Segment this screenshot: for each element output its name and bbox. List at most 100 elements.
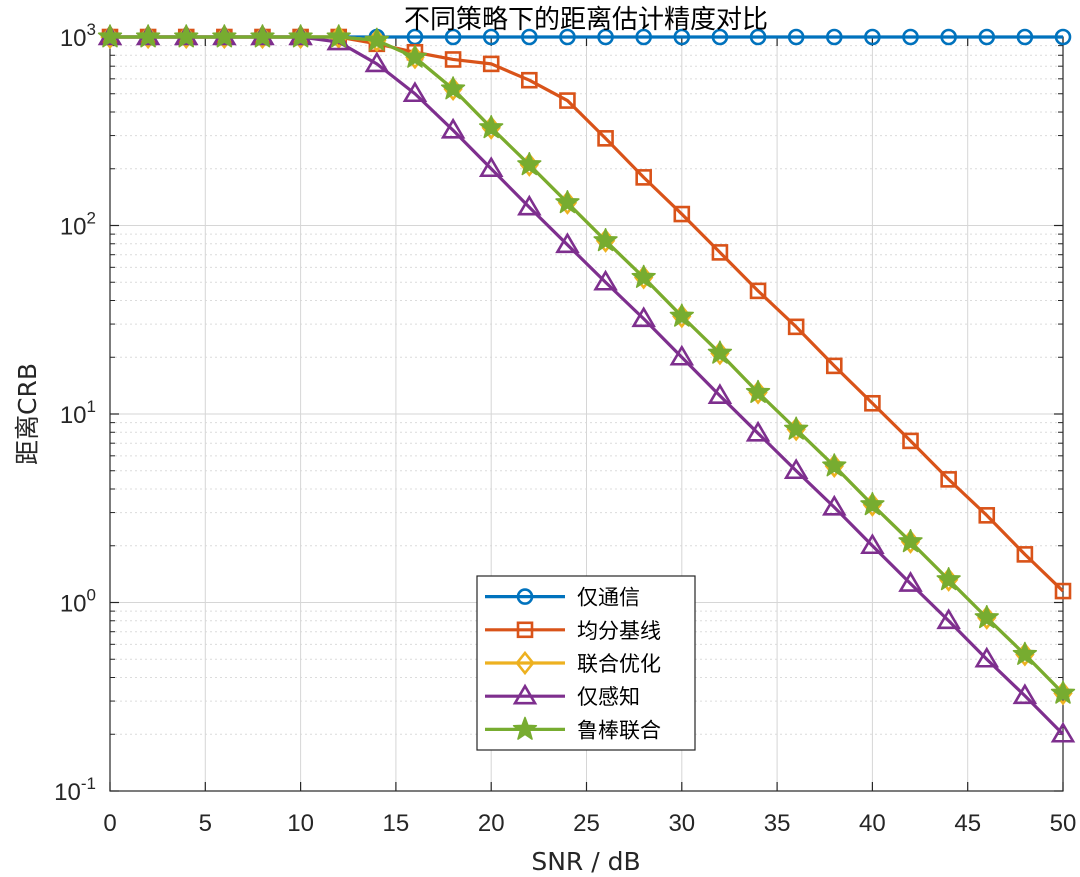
data-point <box>1050 680 1076 704</box>
data-point <box>902 432 919 450</box>
data-point <box>749 282 767 300</box>
data-point <box>174 24 199 48</box>
data-point <box>521 71 538 89</box>
legend-marker <box>516 588 534 605</box>
data-point <box>555 232 580 254</box>
data-point <box>745 379 771 403</box>
data-point <box>707 383 733 405</box>
x-tick-label: 5 <box>199 810 212 837</box>
data-point <box>597 28 614 46</box>
legend-entry: 仅通信 <box>485 586 640 610</box>
y-tick-label: 100 <box>60 586 96 618</box>
legend-label: 鲁棒联合 <box>577 718 661 742</box>
data-point <box>635 169 652 186</box>
data-point <box>707 340 733 364</box>
data-point <box>631 306 656 328</box>
x-tick-label: 45 <box>954 810 981 837</box>
data-point <box>402 81 428 103</box>
legend-entry: 联合优化 <box>485 650 661 676</box>
data-point <box>1050 721 1076 743</box>
data-point <box>978 507 996 524</box>
x-tick-label: 50 <box>1050 810 1077 837</box>
data-point <box>822 453 847 477</box>
series-group <box>97 24 1076 743</box>
data-point <box>521 28 538 46</box>
data-point <box>974 605 999 629</box>
x-axis-label: SNR / dB <box>531 847 640 876</box>
data-point <box>783 458 809 480</box>
data-point <box>822 494 847 516</box>
data-point <box>517 152 542 176</box>
data-point <box>635 28 652 46</box>
x-tick-label: 40 <box>859 810 886 837</box>
data-point <box>825 28 843 46</box>
data-point <box>673 205 691 223</box>
data-point <box>1054 28 1072 46</box>
axis-ticks <box>109 36 1064 792</box>
y-axis-label: 距离CRB <box>13 363 42 465</box>
x-tick-label: 15 <box>383 810 410 837</box>
data-point <box>212 24 237 48</box>
data-point <box>1016 28 1034 46</box>
x-tick-label: 10 <box>287 810 314 837</box>
data-point <box>673 28 691 46</box>
legend-label: 均分基线 <box>577 619 661 643</box>
data-point <box>864 394 881 412</box>
data-point <box>444 28 462 46</box>
data-point <box>1012 683 1038 705</box>
legend-label: 仅通信 <box>577 586 640 610</box>
chart-title: 不同策略下的距离估计精度对比 <box>404 5 768 35</box>
data-point <box>593 228 618 252</box>
data-point <box>402 44 428 68</box>
data-point <box>1012 641 1038 665</box>
legend-label: 联合优化 <box>577 652 661 676</box>
data-point <box>669 303 694 327</box>
data-point <box>517 194 542 216</box>
data-point <box>440 117 466 139</box>
data-point <box>974 646 1000 668</box>
data-point <box>364 27 389 51</box>
data-point <box>825 357 843 375</box>
legend-entry: 均分基线 <box>485 619 661 643</box>
legend-entry: 仅感知 <box>485 683 640 709</box>
data-point <box>479 115 504 139</box>
data-point <box>936 567 961 591</box>
data-point <box>444 51 462 68</box>
y-tick-label: 10-1 <box>54 774 96 806</box>
data-point <box>898 571 923 592</box>
data-point <box>902 28 919 46</box>
data-point <box>784 416 809 440</box>
x-tick-label: 0 <box>103 810 116 837</box>
y-tick-label: 103 <box>60 20 96 52</box>
data-point <box>440 76 466 100</box>
data-point <box>940 28 957 46</box>
x-tick-label: 25 <box>573 810 600 837</box>
data-point <box>787 318 805 336</box>
data-point <box>597 130 614 147</box>
data-point <box>978 28 996 46</box>
legend-entry: 鲁棒联合 <box>485 716 661 742</box>
y-tick-label: 101 <box>60 397 96 429</box>
series-5 <box>97 24 1076 704</box>
data-point <box>482 28 500 46</box>
data-point <box>864 28 881 46</box>
legend-marker <box>515 650 535 676</box>
data-point <box>482 55 500 73</box>
data-point <box>364 51 390 73</box>
data-point <box>593 269 618 291</box>
legend-marker <box>516 621 534 639</box>
data-point <box>631 264 656 288</box>
legend-label: 仅感知 <box>577 685 640 709</box>
x-tick-label: 20 <box>478 810 505 837</box>
y-tick-label: 102 <box>60 209 96 241</box>
data-point <box>250 24 275 48</box>
x-tick-label: 35 <box>764 810 791 837</box>
data-point <box>478 156 504 178</box>
data-point <box>326 24 351 48</box>
data-point <box>1016 546 1034 563</box>
data-point <box>711 244 729 261</box>
legend-marker <box>512 683 538 705</box>
data-point <box>555 190 580 214</box>
